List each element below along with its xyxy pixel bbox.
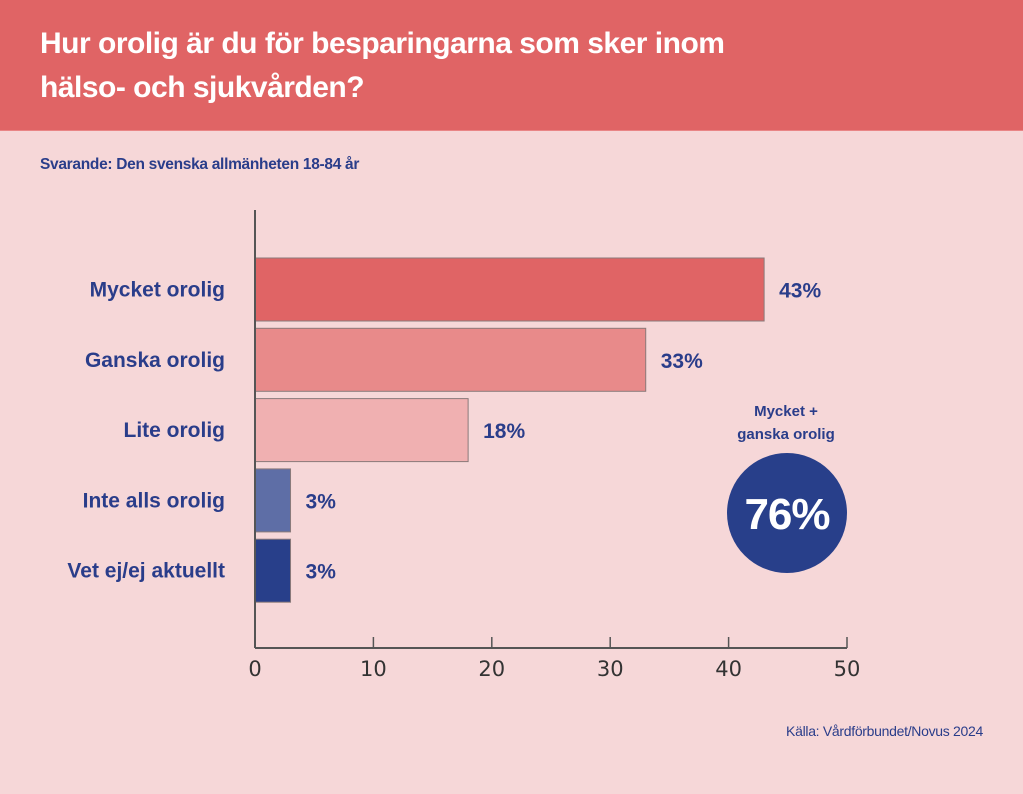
callout-circle xyxy=(727,453,847,573)
chart-subtitle: Svarande: Den svenska allmänheten 18-84 … xyxy=(40,156,360,173)
callout-label-line-1: Mycket + xyxy=(754,403,818,420)
category-label-0: Mycket orolig xyxy=(90,279,225,302)
bar-4 xyxy=(254,538,292,603)
x-tick-label-5: 50 xyxy=(834,657,861,681)
callout-label-line-2: ganska orolig xyxy=(737,426,835,443)
value-label-1: 33% xyxy=(661,350,703,373)
x-tick-label-1: 10 xyxy=(360,657,387,681)
axes-group: 0 10 20 30 40 50 xyxy=(248,210,860,681)
value-labels: 43% 33% 18% 3% 3% xyxy=(306,280,822,584)
bar-2 xyxy=(254,398,469,463)
callout-group: Mycket + ganska orolig 76% xyxy=(727,403,847,573)
value-label-3: 3% xyxy=(306,490,337,513)
chart-title-line-1: Hur orolig är du för besparingarna som s… xyxy=(40,27,725,60)
x-tick-label-4: 40 xyxy=(715,657,742,681)
bar-3 xyxy=(254,468,292,533)
bar-0 xyxy=(254,257,765,322)
callout-value: 76% xyxy=(744,490,829,539)
category-label-3: Inte alls orolig xyxy=(83,489,225,512)
category-label-1: Ganska orolig xyxy=(85,349,225,372)
x-tick-label-3: 30 xyxy=(597,657,624,681)
category-label-2: Lite orolig xyxy=(124,419,226,442)
value-label-2: 18% xyxy=(483,420,525,443)
value-label-0: 43% xyxy=(779,280,821,303)
source-note: Källa: Vårdförbundet/Novus 2024 xyxy=(786,723,983,739)
x-tick-label-2: 20 xyxy=(478,657,505,681)
header-banner: Hur orolig är du för besparingarna som s… xyxy=(0,0,1023,131)
bar-1 xyxy=(254,327,647,392)
x-tick-label-0: 0 xyxy=(248,657,261,681)
category-labels: Mycket orolig Ganska orolig Lite orolig Int… xyxy=(67,279,225,583)
chart-title-line-2: hälso- och sjukvården? xyxy=(40,71,365,104)
category-label-4: Vet ej/ej aktuellt xyxy=(67,560,225,583)
value-label-4: 3% xyxy=(306,561,337,584)
chart-title: Hur orolig är du för besparingarna som s… xyxy=(40,22,940,110)
